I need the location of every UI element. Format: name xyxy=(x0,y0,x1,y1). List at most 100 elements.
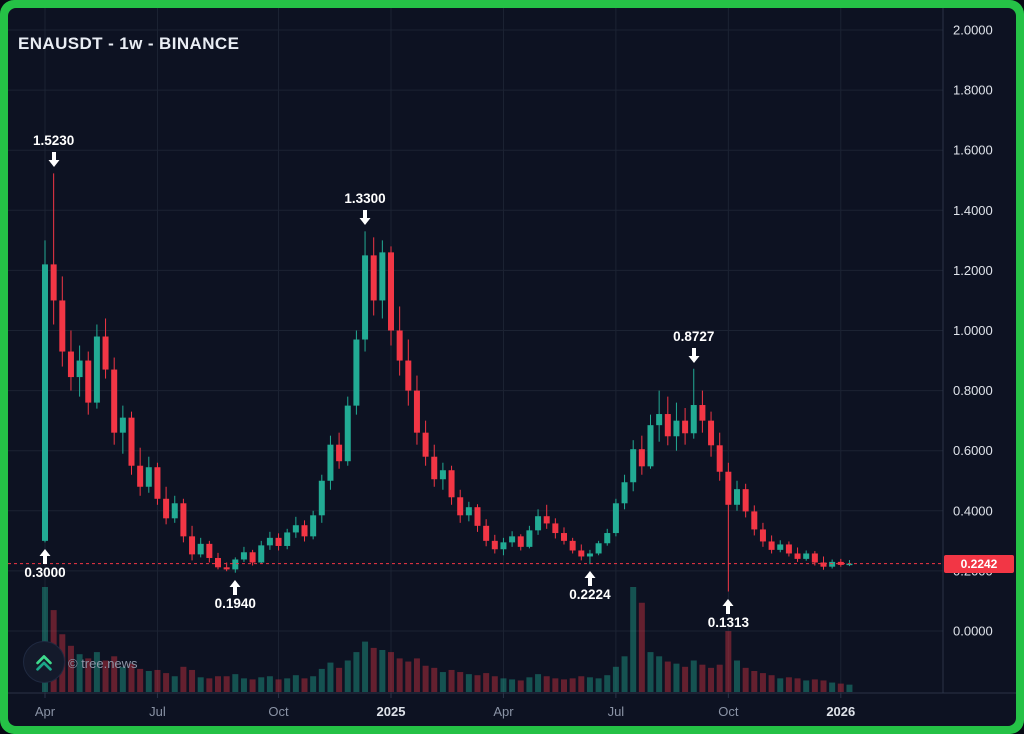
candle-down xyxy=(128,411,135,475)
volume-bar xyxy=(362,641,369,692)
candle-up xyxy=(500,537,507,556)
candle-up xyxy=(119,405,126,454)
candle-up xyxy=(93,324,100,409)
candle-up xyxy=(586,549,593,565)
candle-down xyxy=(301,520,308,542)
volume-bar xyxy=(759,673,766,692)
volume-bar xyxy=(673,663,680,692)
volume-bar xyxy=(604,675,611,692)
candle-down xyxy=(664,396,671,446)
volume-bar xyxy=(145,671,152,692)
volume-bar xyxy=(777,678,784,692)
volume-bar xyxy=(517,680,524,692)
candle-up xyxy=(145,456,152,493)
volume-bar xyxy=(431,667,438,692)
volume-bar xyxy=(690,660,697,692)
volume-bar xyxy=(465,674,472,692)
candle-up xyxy=(630,440,637,492)
y-axis-tick-label: 0.6000 xyxy=(953,443,993,458)
candle-up xyxy=(344,396,351,466)
volume-bar xyxy=(829,682,836,692)
volume-bar xyxy=(664,661,671,692)
candle-down xyxy=(431,444,438,487)
volume-bar xyxy=(215,676,221,692)
double-chevron-up-icon xyxy=(36,655,52,671)
candle-up xyxy=(232,557,239,573)
candle-up xyxy=(197,537,204,558)
candle-down xyxy=(820,556,827,570)
candle-down xyxy=(50,173,57,325)
volume-bar xyxy=(163,673,170,692)
chart-title: ENAUSDT - 1w - BINANCE xyxy=(18,34,240,53)
candle-down xyxy=(275,533,282,551)
volume-bar xyxy=(85,658,92,692)
candle-up xyxy=(465,501,472,522)
y-axis-tick-label: 0.8000 xyxy=(953,383,993,398)
candle-down xyxy=(85,351,92,415)
candle-down xyxy=(725,462,732,592)
volume-bar xyxy=(448,669,455,692)
candle-down xyxy=(785,541,792,557)
x-axis-tick-label: Oct xyxy=(268,704,289,719)
time-axis[interactable] xyxy=(8,693,943,726)
price-axis[interactable] xyxy=(943,8,1016,693)
volume-bar xyxy=(768,675,775,692)
y-axis-tick-label: 0.4000 xyxy=(953,503,993,518)
candle-down xyxy=(111,357,118,445)
volume-bar xyxy=(154,669,161,692)
volume-bar xyxy=(595,678,602,692)
volume-bar xyxy=(647,652,654,692)
volume-bar xyxy=(413,658,420,692)
volume-bar xyxy=(318,668,325,692)
chart-root: 2.0000 1.8000 1.6000 1.4000 1.2000 1.0000 0.80… xyxy=(8,8,1016,726)
volume-bar xyxy=(370,647,377,692)
y-axis-tick-label: 1.4000 xyxy=(953,203,993,218)
candle-up xyxy=(310,510,317,540)
candle-up xyxy=(612,498,619,537)
volume-bar xyxy=(483,673,490,692)
candle-up xyxy=(42,240,48,543)
candle-down xyxy=(474,504,481,532)
volume-bar xyxy=(630,587,637,692)
candle-down xyxy=(708,411,715,457)
candle-up xyxy=(353,330,360,415)
candle-up xyxy=(734,480,740,511)
volume-bar xyxy=(379,650,386,692)
candle-down xyxy=(561,527,567,545)
watermark-text: © tree.news xyxy=(68,656,138,671)
volume-bar xyxy=(837,683,844,692)
candle-down xyxy=(189,525,196,561)
candle-up xyxy=(604,528,611,546)
volume-bar xyxy=(353,652,360,692)
candle-up xyxy=(439,462,446,490)
volume-bar xyxy=(708,667,715,692)
candlestick-chart[interactable]: 2.0000 1.8000 1.6000 1.4000 1.2000 1.0000 0.80… xyxy=(8,8,1016,726)
volume-bar xyxy=(526,677,533,692)
candle-down xyxy=(569,537,576,554)
candle-down xyxy=(102,318,109,379)
volume-bar xyxy=(552,678,559,692)
candle-down xyxy=(682,408,689,445)
candle-up xyxy=(284,528,291,550)
volume-bar xyxy=(275,679,282,692)
volume-bar xyxy=(561,679,567,692)
candle-down xyxy=(163,486,170,525)
volume-bar xyxy=(742,667,749,692)
candle-down xyxy=(249,549,256,566)
candle-down xyxy=(552,518,559,539)
candle-down xyxy=(768,535,775,554)
candle-up xyxy=(258,540,265,564)
y-axis-tick-label: 2.0000 xyxy=(953,23,993,38)
candle-down xyxy=(388,246,394,346)
volume-bar xyxy=(111,656,118,692)
candle-up xyxy=(803,550,810,561)
candle-up xyxy=(292,516,299,538)
candle-down xyxy=(336,432,343,469)
y-axis-tick-label: 1.6000 xyxy=(953,143,993,158)
volume-bar xyxy=(543,676,550,692)
volume-bar xyxy=(223,676,230,692)
volume-bar xyxy=(439,672,446,692)
candle-up xyxy=(846,560,853,567)
volume-bar xyxy=(811,679,818,692)
